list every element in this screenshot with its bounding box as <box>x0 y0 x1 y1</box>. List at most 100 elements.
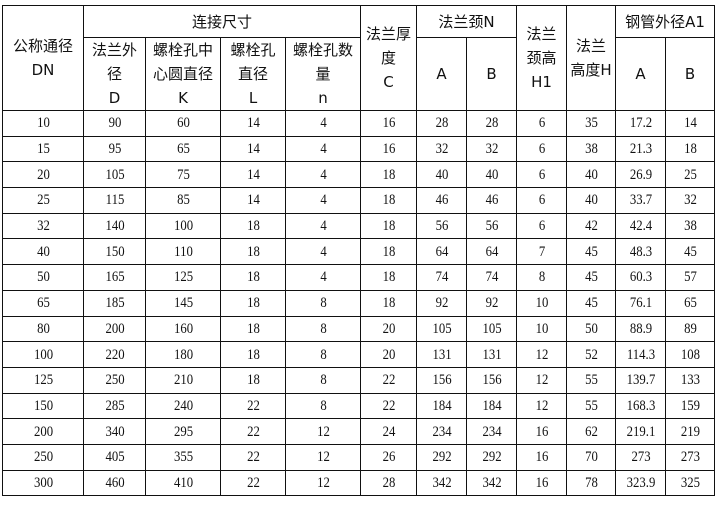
header-K: 螺栓孔中 心圆直径 K <box>145 37 221 111</box>
table-row: 40 150 110 18 4 18 64 64 7 45 48.3 45 <box>3 238 715 266</box>
table-cell: 64 <box>469 238 514 266</box>
table-cell: 45 <box>569 264 613 291</box>
table-cell: 70 <box>569 443 613 471</box>
header-pipe-A: A <box>615 37 667 111</box>
table-cell: 22 <box>364 366 413 394</box>
table-cell: 300 <box>8 469 78 497</box>
table-cell: 20 <box>364 315 413 343</box>
table-cell: 410 <box>150 469 216 497</box>
table-cell: 65 <box>8 289 78 317</box>
table-cell: 200 <box>8 418 78 445</box>
table-cell: 200 <box>87 315 142 343</box>
table-cell: 17.2 <box>618 110 663 137</box>
header-connection: 连接尺寸 <box>82 5 362 38</box>
table-cell: 114.3 <box>618 341 663 368</box>
header-text: 法兰厚 <box>366 25 412 43</box>
table-cell: 22 <box>364 392 413 420</box>
table-cell: 38 <box>668 212 712 240</box>
table-cell: 16 <box>364 110 413 137</box>
table-cell: 6 <box>519 212 564 240</box>
table-cell: 76.1 <box>618 289 663 317</box>
table-cell: 145 <box>150 289 216 317</box>
table-cell: 14 <box>224 187 282 214</box>
table-cell: 10 <box>519 315 564 343</box>
table-cell: 292 <box>469 443 514 471</box>
table-cell: 4 <box>290 110 356 137</box>
table-cell: 18 <box>224 264 282 291</box>
table-cell: 22 <box>224 469 282 497</box>
table-cell: 10 <box>519 289 564 317</box>
table-cell: 16 <box>519 443 564 471</box>
table-cell: 6 <box>519 135 564 163</box>
table-cell: 25 <box>668 161 712 189</box>
table-row: 125 250 210 18 8 22 156 156 12 55 139.7 133 <box>3 366 715 394</box>
table-cell: 273 <box>618 443 663 471</box>
table-cell: 57 <box>668 264 712 291</box>
header-H: 法兰 高度H <box>566 5 617 111</box>
table-cell: 234 <box>419 418 464 445</box>
table-cell: 50 <box>569 315 613 343</box>
table-cell: 74 <box>469 264 514 291</box>
table-cell: 42 <box>569 212 613 240</box>
table-cell: 184 <box>469 392 514 420</box>
table-cell: 139.7 <box>618 366 663 394</box>
table-cell: 45 <box>569 289 613 317</box>
table-cell: 18 <box>364 264 413 291</box>
header-text: 法兰 <box>526 25 557 43</box>
table-cell: 12 <box>290 418 356 445</box>
header-n: 螺栓孔数量 n <box>284 37 362 111</box>
table-cell: 28 <box>469 110 514 137</box>
table-cell: 95 <box>87 135 142 163</box>
table-cell: 26 <box>364 443 413 471</box>
header-text: 螺栓孔中 <box>152 41 213 59</box>
table-cell: 40 <box>469 161 514 189</box>
table-cell: 65 <box>668 289 712 317</box>
header-text: 法兰 <box>576 37 607 55</box>
table-cell: 40 <box>569 187 613 214</box>
table-cell: 14 <box>668 110 712 137</box>
table-cell: 75 <box>150 161 216 189</box>
table-cell: 12 <box>290 469 356 497</box>
table-cell: 285 <box>87 392 142 420</box>
table-cell: 219 <box>668 418 712 445</box>
table-cell: 108 <box>668 341 712 368</box>
table-cell: 10 <box>8 110 78 137</box>
header-text: 公称通径 <box>12 37 73 55</box>
header-text: H1 <box>531 73 552 91</box>
table-cell: 92 <box>469 289 514 317</box>
table-cell: 14 <box>224 110 282 137</box>
table-cell: 50 <box>8 264 78 291</box>
table-cell: 125 <box>8 366 78 394</box>
table-cell: 78 <box>569 469 613 497</box>
header-text: 直径 <box>237 65 268 83</box>
table-cell: 342 <box>419 469 464 497</box>
table-cell: 32 <box>668 187 712 214</box>
table-cell: 4 <box>290 135 356 163</box>
table-row: 200 340 295 22 12 24 234 234 16 62 219.1 219 <box>3 418 715 445</box>
table-cell: 62 <box>569 418 613 445</box>
table-cell: 355 <box>150 443 216 471</box>
header-text: 颈高 <box>526 49 557 67</box>
table-cell: 115 <box>87 187 142 214</box>
table-cell: 8 <box>290 315 356 343</box>
table-cell: 8 <box>290 341 356 368</box>
table-cell: 18 <box>364 212 413 240</box>
table-cell: 12 <box>519 341 564 368</box>
table-row: 25 115 85 14 4 18 46 46 6 40 33.7 32 <box>3 187 715 214</box>
table-row: 65 185 145 18 8 18 92 92 10 45 76.1 65 <box>3 289 715 317</box>
table-cell: 85 <box>150 187 216 214</box>
header-text: D <box>108 89 121 107</box>
table-cell: 28 <box>419 110 464 137</box>
table-cell: 18 <box>364 161 413 189</box>
table-cell: 22 <box>224 392 282 420</box>
header-C: 法兰厚度 C <box>360 5 418 111</box>
table-cell: 40 <box>8 238 78 266</box>
table-cell: 8 <box>290 392 356 420</box>
table-cell: 38 <box>569 135 613 163</box>
table-row: 20 105 75 14 4 18 40 40 6 40 26.9 25 <box>3 161 715 189</box>
header-text: L <box>248 89 258 107</box>
table-cell: 220 <box>87 341 142 368</box>
table-cell: 292 <box>419 443 464 471</box>
table-cell: 4 <box>290 238 356 266</box>
table-cell: 92 <box>419 289 464 317</box>
